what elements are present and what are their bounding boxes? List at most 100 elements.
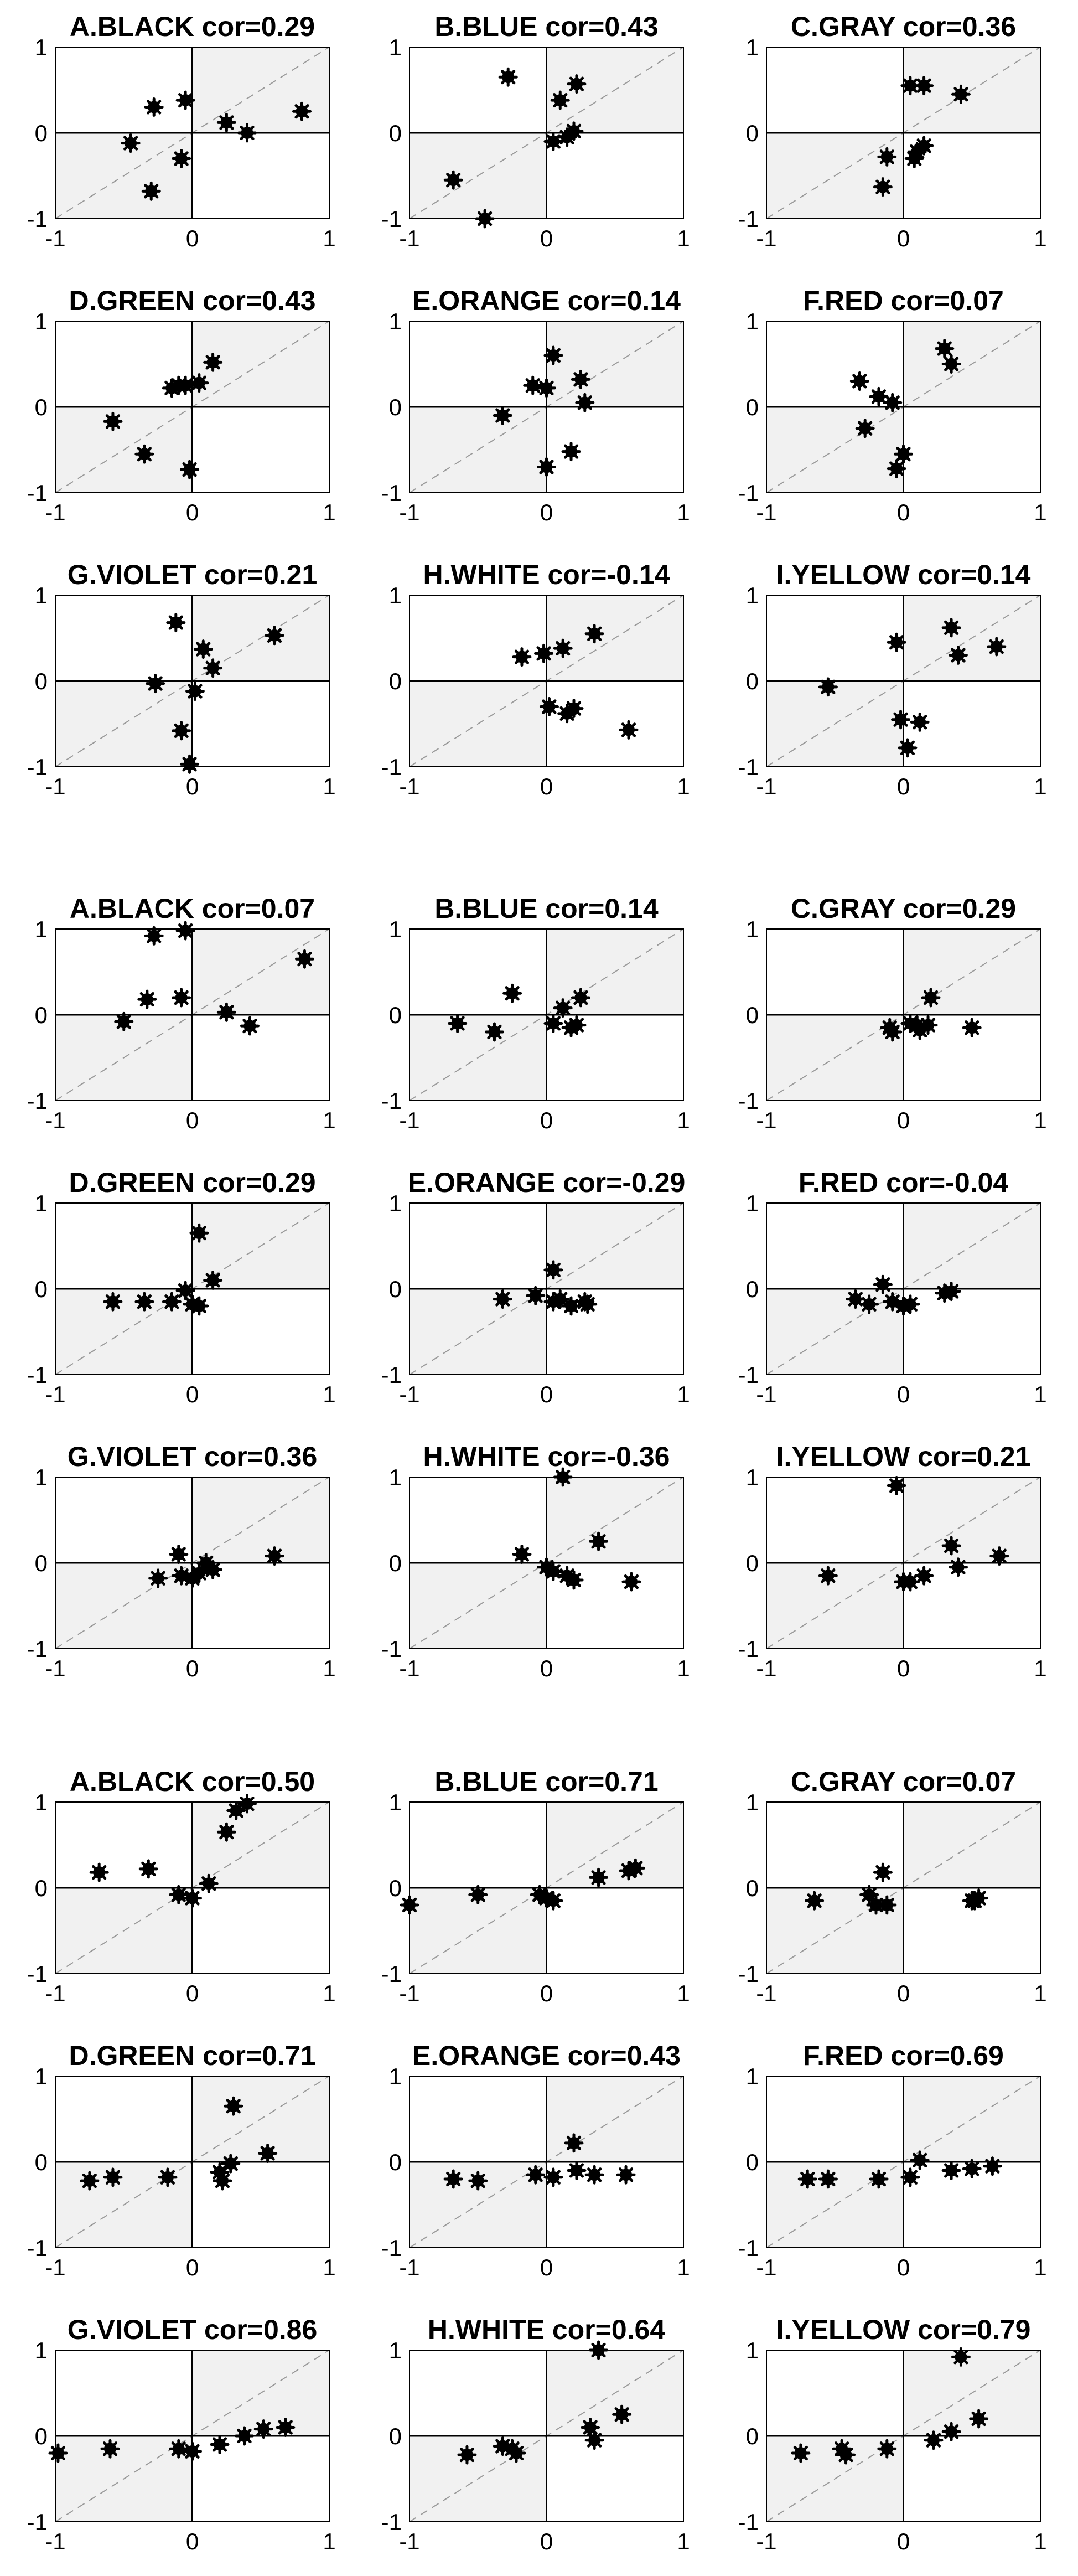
data-point-spoke [191,375,206,390]
data-point [589,1531,609,1551]
x-tick-label: -1 [756,225,776,251]
data-point-spoke [525,378,540,393]
x-tick-label: -1 [756,499,776,525]
data-point-spoke [926,2433,941,2448]
data-point [962,1018,982,1037]
data-point [887,632,906,652]
y-tick-label: -1 [27,1088,48,1114]
panel-title: E.ORANGE cor=-0.29 [408,1167,686,1198]
y-tick-label: 0 [389,120,402,146]
data-point [877,2439,897,2459]
data-point [294,949,314,969]
data-point-spoke [556,1000,571,1015]
x-tick-label: 0 [897,2528,910,2554]
data-point-spoke [992,1548,1007,1563]
y-tick-label: -1 [381,1636,402,1662]
y-tick-label: -1 [738,2235,759,2261]
data-point-spoke [260,2146,275,2161]
panel-title: G.VIOLET cor=0.36 [68,1441,318,1472]
data-point [578,1294,598,1314]
data-point [914,1566,934,1586]
x-tick-label: -1 [399,499,419,525]
x-tick-label: 0 [897,1381,910,1407]
data-point [571,369,590,389]
y-tick-label: 1 [35,1789,48,1815]
data-point [537,378,556,398]
data-point-spoke [875,1865,890,1880]
data-point [183,2441,202,2461]
x-tick-label: 1 [323,1980,335,2006]
data-point-spoke [916,78,931,93]
x-tick-label: 1 [323,225,335,251]
data-point [502,983,522,1003]
data-point [859,1294,879,1314]
data-point-spoke [242,1019,257,1034]
panel-title: B.BLUE cor=0.71 [434,1766,658,1797]
y-tick-label: -1 [27,1362,48,1388]
data-point-spoke [821,2171,836,2187]
data-point-spoke [168,615,183,630]
data-point [224,2096,243,2116]
y-tick-label: 1 [35,1190,48,1216]
scatter-panel: -1 0 1 1 0 -1 B.BLUE cor=0.43 [381,11,690,251]
x-tick-label: 0 [186,1381,199,1407]
scatter-panel: -1 0 1 1 0 -1 F.RED cor=0.69 [738,2040,1047,2280]
data-point-spoke [536,646,551,661]
data-point-spoke [174,723,189,739]
data-point-spoke [893,712,908,727]
data-point-spoke [240,125,255,141]
y-tick-label: 0 [389,668,402,694]
y-tick-label: -1 [738,480,759,506]
data-point [169,2439,189,2459]
y-tick-label: 0 [35,1550,48,1576]
data-point [914,76,934,96]
y-tick-label: 1 [35,2337,48,2363]
scatter-panel: -1 0 1 1 0 -1 C.GRAY cor=0.07 [738,1766,1047,2006]
y-tick-label: 0 [35,394,48,420]
data-point [805,1891,825,1911]
x-tick-label: 0 [540,499,553,525]
data-point-spoke [144,184,159,199]
y-tick-label: 1 [389,582,402,608]
data-point [918,1015,938,1035]
x-tick-label: -1 [756,1381,776,1407]
data-point [873,177,893,197]
data-point-spoke [256,2422,271,2436]
y-tick-label: -1 [381,1362,402,1388]
x-tick-label: 1 [323,773,335,799]
data-point-spoke [546,348,561,363]
data-point [625,1858,645,1878]
data-point-spoke [205,1273,220,1288]
data-point-spoke [171,2441,186,2456]
scatter-panel: -1 0 1 1 0 -1 E.ORANGE cor=0.43 [381,2040,690,2280]
x-tick-label: -1 [45,1381,65,1407]
data-point-spoke [587,2433,602,2448]
data-point-spoke [903,1574,918,1589]
data-point-spoke [116,1014,131,1029]
x-tick-label: 0 [186,2528,199,2554]
y-tick-label: -1 [27,1961,48,1987]
data-point [172,149,191,168]
data-point-spoke [546,134,561,149]
y-tick-label: 1 [35,308,48,334]
data-point [534,643,554,663]
x-tick-label: 0 [540,1655,553,1681]
x-tick-label: -1 [756,2254,776,2280]
data-point-spoke [944,2163,959,2178]
y-tick-label: -1 [381,206,402,232]
data-point [189,1223,209,1243]
data-point-spoke [164,1294,179,1309]
data-point-spoke [82,2173,97,2188]
data-point [443,170,463,190]
data-point [589,2340,609,2360]
data-point [468,2171,488,2191]
data-point [141,181,161,201]
data-point [121,133,141,153]
data-point [900,1294,920,1314]
data-point-spoke [105,2170,121,2185]
data-point [89,1862,109,1882]
y-tick-label: -1 [381,2235,402,2261]
data-point [584,2430,604,2450]
data-point [581,2418,600,2437]
panel-title: H.WHITE cor=-0.36 [423,1441,670,1472]
